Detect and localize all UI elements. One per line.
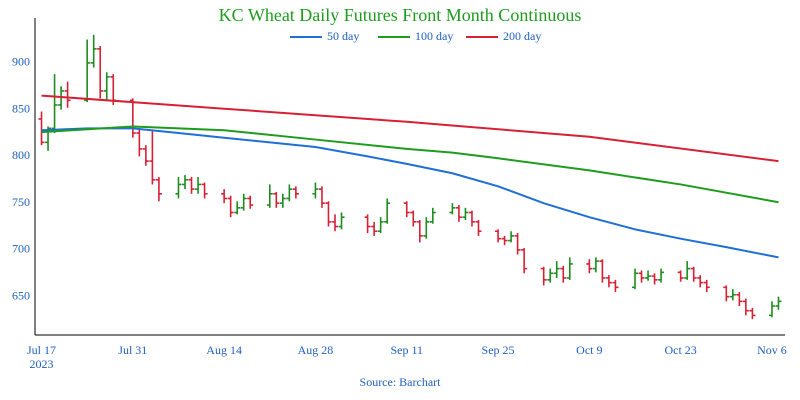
x-tick-label: Jul 31 <box>118 343 148 357</box>
x-tick-label: Nov 6 <box>757 343 787 357</box>
y-tick-label: 650 <box>12 288 30 302</box>
source-note: Source: Barchart <box>360 375 442 389</box>
legend-label: 50 day <box>327 29 359 43</box>
x-tick-label: Sep 25 <box>481 343 515 357</box>
chart-title: KC Wheat Daily Futures Front Month Conti… <box>219 5 582 25</box>
x-tick-label: Oct 9 <box>576 343 603 357</box>
y-tick-label: 850 <box>12 101 30 115</box>
y-tick-label: 900 <box>12 55 30 69</box>
legend-label: 200 day <box>503 29 541 43</box>
moving-average-line <box>41 127 779 259</box>
y-tick-label: 750 <box>12 195 30 209</box>
x-tick-label: Aug 14 <box>206 343 242 357</box>
y-tick-label: 700 <box>12 242 30 256</box>
x-tick-label: Aug 28 <box>297 343 334 357</box>
moving-average-line <box>41 125 779 204</box>
y-tick-label: 800 <box>12 148 30 162</box>
x-tick-label: Jul 17 2023 <box>27 343 57 371</box>
x-tick-label: Sep 11 <box>390 343 424 357</box>
x-tick-label: Oct 23 <box>664 343 697 357</box>
legend-label: 100 day <box>415 29 453 43</box>
moving-average-line <box>41 94 779 163</box>
